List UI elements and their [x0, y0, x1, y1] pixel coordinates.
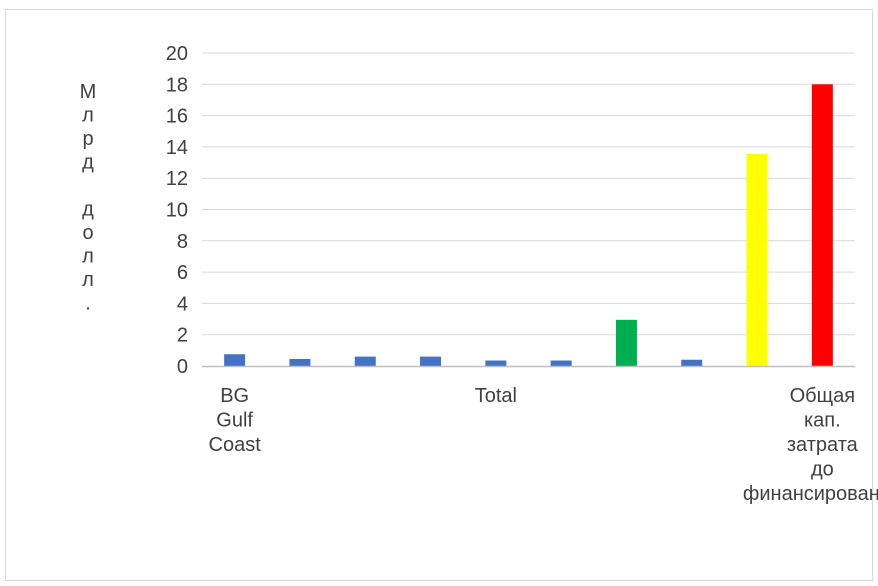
y-axis-ticks: 0 2 4 6 8 10 12 14 16 18 20 — [166, 43, 188, 378]
bar — [681, 359, 703, 366]
y-tick-label: 2 — [177, 325, 188, 347]
bar — [811, 84, 833, 367]
bars — [224, 84, 833, 367]
bar — [420, 356, 442, 366]
y-tick-label: 10 — [166, 200, 188, 222]
y-tick-label: 16 — [166, 106, 188, 128]
category-labels: BG Gulf Coast Total Общая кап. затрата до финанс… — [209, 385, 878, 505]
y-tick-label: 14 — [166, 137, 188, 159]
y-tick-label: 18 — [166, 74, 188, 96]
bar — [224, 354, 246, 366]
y-tick-label: 20 — [166, 43, 188, 65]
y-tick-label: 8 — [177, 231, 188, 253]
bar — [746, 153, 768, 366]
y-tick-label: 4 — [177, 293, 188, 315]
y-tick-label: 0 — [177, 356, 188, 378]
x-category-label: Total — [475, 385, 517, 407]
bar — [615, 319, 637, 366]
gridlines — [202, 52, 855, 336]
x-category-label: BG Gulf Coast — [209, 385, 262, 456]
bar — [354, 356, 376, 366]
bar — [485, 360, 507, 366]
bar — [289, 358, 311, 366]
chart-frame — [5, 9, 873, 581]
bar — [550, 360, 572, 366]
y-tick-label: 6 — [177, 262, 188, 284]
y-tick-label: 12 — [166, 168, 188, 190]
